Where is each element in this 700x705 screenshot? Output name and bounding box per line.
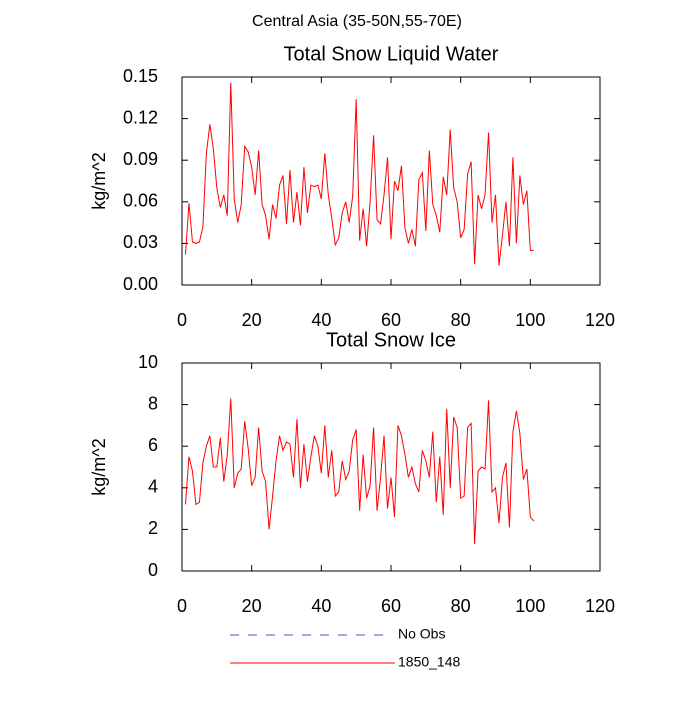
data-line [184, 398, 535, 544]
x-tick-label: 60 [381, 596, 401, 616]
panel-title: Total Snow Ice [326, 329, 456, 351]
y-tick-label: 0.09 [123, 149, 158, 169]
x-tick-label: 120 [585, 596, 615, 616]
x-tick-label: 0 [177, 596, 187, 616]
y-tick-label: 0 [148, 560, 158, 580]
legend-label: No Obs [398, 626, 445, 642]
x-tick-label: 20 [242, 596, 262, 616]
x-tick-label: 120 [585, 310, 615, 330]
y-tick-label: 8 [148, 393, 158, 413]
y-tick-label: 0.06 [123, 191, 158, 211]
y-tick-label: 10 [138, 352, 158, 372]
y-axis-label: kg/m^2 [89, 438, 109, 495]
x-tick-label: 40 [311, 596, 331, 616]
x-tick-label: 100 [515, 596, 545, 616]
plot-frame [181, 76, 601, 286]
y-tick-label: 2 [148, 518, 158, 538]
x-tick-label: 100 [515, 310, 545, 330]
y-tick-label: 0.15 [123, 66, 158, 86]
y-tick-label: 4 [148, 477, 158, 497]
y-tick-label: 0.03 [123, 232, 158, 252]
figure-title: Central Asia (35-50N,55-70E) [252, 13, 462, 30]
x-tick-label: 40 [311, 310, 331, 330]
y-tick-label: 0.12 [123, 107, 158, 127]
plot-frame [181, 362, 601, 572]
y-axis-label: kg/m^2 [89, 152, 109, 209]
x-tick-label: 80 [451, 596, 471, 616]
x-tick-label: 0 [177, 310, 187, 330]
x-tick-label: 20 [242, 310, 262, 330]
x-tick-label: 80 [451, 310, 471, 330]
y-tick-label: 6 [148, 435, 158, 455]
panel-title: Total Snow Liquid Water [284, 43, 499, 65]
legend-label: 1850_148 [398, 654, 461, 670]
x-tick-label: 60 [381, 310, 401, 330]
y-tick-label: 0.00 [123, 274, 158, 294]
data-line [184, 82, 534, 266]
